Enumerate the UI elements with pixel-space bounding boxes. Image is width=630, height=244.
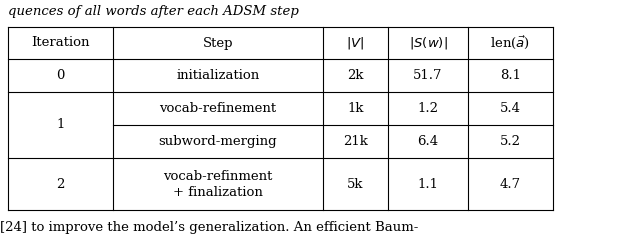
Text: 6.4: 6.4 xyxy=(418,135,438,148)
Text: len($\vec{a}$): len($\vec{a}$) xyxy=(491,35,530,51)
Text: [24] to improve the model’s generalization. An efficient Baum-: [24] to improve the model’s generalizati… xyxy=(0,222,418,234)
Text: quences of all words after each ADSM step: quences of all words after each ADSM ste… xyxy=(8,6,299,19)
Text: subword-merging: subword-merging xyxy=(159,135,277,148)
Text: initialization: initialization xyxy=(176,69,260,82)
Text: 5k: 5k xyxy=(347,177,364,191)
Text: 1k: 1k xyxy=(347,102,364,115)
Text: Iteration: Iteration xyxy=(32,37,89,50)
Text: 2k: 2k xyxy=(347,69,364,82)
Text: 4.7: 4.7 xyxy=(500,177,521,191)
Text: 5.2: 5.2 xyxy=(500,135,521,148)
Text: $|V|$: $|V|$ xyxy=(346,35,365,51)
Text: 1: 1 xyxy=(56,119,65,132)
Text: 21k: 21k xyxy=(343,135,368,148)
Text: 1.1: 1.1 xyxy=(418,177,438,191)
Text: vocab-refinment
+ finalization: vocab-refinment + finalization xyxy=(163,170,273,199)
Text: $|S(w)|$: $|S(w)|$ xyxy=(409,35,447,51)
Text: 1.2: 1.2 xyxy=(418,102,438,115)
Text: 0: 0 xyxy=(56,69,65,82)
Text: 5.4: 5.4 xyxy=(500,102,521,115)
Text: 2: 2 xyxy=(56,177,65,191)
Text: Step: Step xyxy=(203,37,233,50)
Text: 51.7: 51.7 xyxy=(413,69,443,82)
Text: vocab-refinement: vocab-refinement xyxy=(159,102,277,115)
Text: 8.1: 8.1 xyxy=(500,69,521,82)
